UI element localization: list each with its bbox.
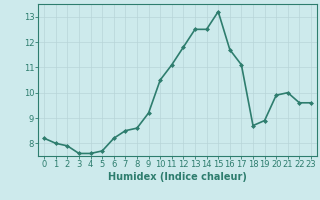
X-axis label: Humidex (Indice chaleur): Humidex (Indice chaleur) <box>108 172 247 182</box>
